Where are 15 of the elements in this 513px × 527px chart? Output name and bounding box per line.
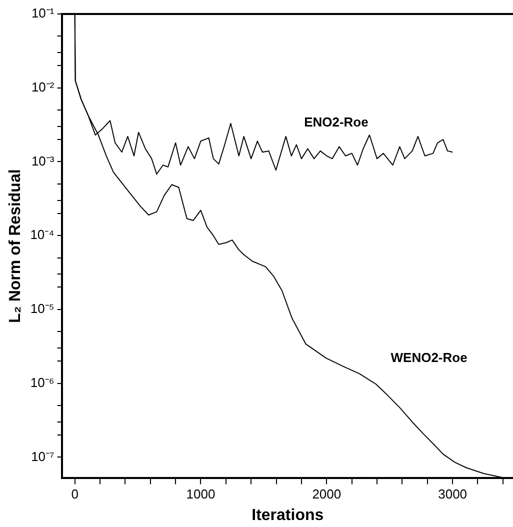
y-tick-label: 10⁻¹ [31, 6, 55, 21]
series-label: WENO2-Roe [390, 350, 468, 365]
series-label: ENO2-Roe [304, 114, 368, 130]
y-tick-label: 10⁻² [31, 79, 55, 94]
x-tick-label: 2000 [312, 486, 342, 502]
x-axis-title: Iterations [252, 506, 324, 524]
x-tick-label: 0 [71, 486, 78, 502]
y-tick-label: 10⁻⁴ [30, 227, 54, 242]
x-tick-label: 3000 [438, 486, 468, 502]
x-tick-label: 1000 [186, 486, 216, 502]
y-axis-title: L₂ Norm of Residual [7, 169, 24, 323]
y-tick-label: 10⁻⁵ [30, 301, 54, 316]
y-tick-label: 10⁻⁶ [30, 374, 54, 390]
y-tick-label: 10⁻⁷ [31, 448, 55, 464]
y-tick-label: 10⁻³ [31, 153, 55, 168]
